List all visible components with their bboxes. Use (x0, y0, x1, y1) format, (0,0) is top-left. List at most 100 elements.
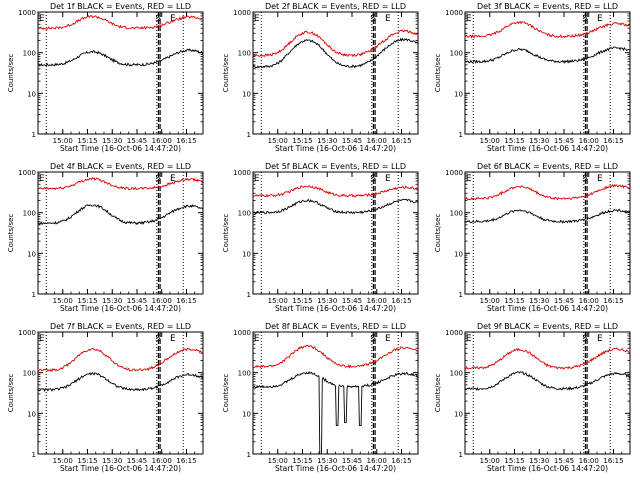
y-axis-label: Counts/sec (222, 374, 230, 413)
y-tick-label: 100 (238, 50, 251, 58)
flag-letter: S (370, 174, 376, 184)
y-tick-label: 1 (459, 131, 463, 139)
y-tick-label: 100 (23, 210, 36, 218)
x-tick-label: 16:00 (152, 297, 172, 305)
plot-frame (37, 331, 204, 455)
y-tick-label: 1 (32, 291, 36, 299)
y-tick-label: 10 (27, 410, 36, 418)
x-tick-label: 16:00 (152, 137, 172, 145)
flag-letter: S (582, 334, 588, 344)
panel-title: Det 5f BLACK = Events, RED = LLD (265, 162, 406, 171)
x-tick-label: 16:15 (176, 137, 196, 145)
x-tick-label: 16:15 (391, 137, 411, 145)
x-tick-label: 16:15 (603, 457, 623, 465)
x-axis-label: Start Time (16-Oct-06 14:47:20) (60, 464, 181, 473)
series-line-lld (252, 29, 419, 58)
x-tick-label: 16:00 (579, 457, 599, 465)
detector-panel-3: Det 3f BLACK = Events, RED = LLD 1 10 100 10… (434, 2, 631, 153)
series-line-lld (252, 184, 419, 198)
y-tick-label: 1 (247, 451, 251, 459)
x-tick-label: 15:15 (292, 137, 312, 145)
series-line-lld (464, 20, 631, 39)
y-tick-label: 1000 (233, 9, 251, 17)
x-axis-label: Start Time (16-Oct-06 14:47:20) (487, 144, 608, 153)
x-tick-label: 16:00 (579, 297, 599, 305)
x-tick-label: 16:15 (603, 297, 623, 305)
y-tick-label: 100 (450, 370, 463, 378)
series-line-lld (37, 177, 204, 191)
x-tick-label: 15:15 (292, 297, 312, 305)
x-tick-label: 15:45 (554, 137, 574, 145)
series-line-events (464, 208, 631, 224)
series-line-events (464, 46, 630, 65)
flag-letter: E (597, 334, 603, 344)
flag-letter: E (170, 334, 176, 344)
flag-letter: E (170, 174, 176, 184)
flag-letter: E (39, 174, 45, 184)
y-tick-label: 10 (27, 250, 36, 258)
y-tick-label: 1 (459, 451, 463, 459)
detector-panel-4: Det 4f BLACK = Events, RED = LLD 1 10 100 10… (7, 162, 204, 313)
flag-letter: E (466, 14, 472, 24)
x-tick-label: 15:00 (480, 457, 500, 465)
x-tick-label: 15:15 (77, 457, 97, 465)
x-tick-label: 15:30 (102, 297, 122, 305)
x-tick-label: 15:00 (268, 297, 288, 305)
x-tick-label: 16:15 (603, 137, 623, 145)
flag-letter: E (385, 334, 391, 344)
flag-letter: E (254, 14, 260, 24)
x-tick-label: 15:15 (77, 137, 97, 145)
x-axis-label: Start Time (16-Oct-06 14:47:20) (275, 464, 396, 473)
flag-letter: S (582, 14, 588, 24)
y-tick-label: 10 (454, 90, 463, 98)
panel-title: Det 1f BLACK = Events, RED = LLD (50, 2, 191, 11)
y-axis-label: Counts/sec (434, 374, 442, 413)
x-axis-label: Start Time (16-Oct-06 14:47:20) (60, 144, 181, 153)
y-tick-label: 100 (23, 370, 36, 378)
panel-title: Det 6f BLACK = Events, RED = LLD (477, 162, 618, 171)
plot-frame (37, 11, 204, 135)
y-tick-label: 100 (23, 50, 36, 58)
series-line-events (252, 198, 419, 215)
flag-letter: E (597, 14, 603, 24)
x-tick-label: 15:45 (342, 457, 362, 465)
x-axis-label: Start Time (16-Oct-06 14:47:20) (275, 144, 396, 153)
flag-letter: E (39, 14, 45, 24)
x-tick-label: 15:30 (529, 457, 549, 465)
x-tick-label: 16:15 (391, 297, 411, 305)
x-tick-label: 15:00 (53, 457, 73, 465)
panel-title: Det 9f BLACK = Events, RED = LLD (477, 322, 618, 331)
x-tick-label: 15:30 (317, 137, 337, 145)
series-line-events (464, 371, 631, 391)
detector-panel-5: Det 5f BLACK = Events, RED = LLD 1 10 100 10… (222, 162, 419, 313)
series-line-events (252, 370, 419, 455)
y-tick-label: 1000 (18, 9, 36, 17)
x-tick-label: 15:00 (268, 457, 288, 465)
x-tick-label: 15:45 (342, 297, 362, 305)
flag-letter: E (39, 334, 45, 344)
y-tick-label: 100 (450, 210, 463, 218)
x-tick-label: 15:00 (53, 137, 73, 145)
x-axis-label: Start Time (16-Oct-06 14:47:20) (487, 464, 608, 473)
x-tick-label: 15:45 (554, 297, 574, 305)
x-tick-label: 15:00 (480, 137, 500, 145)
detector-panel-8: Det 8f BLACK = Events, RED = LLD 1 10 100 10… (222, 322, 419, 473)
series-line-events (37, 204, 204, 226)
flag-letter: E (597, 174, 603, 184)
series-line-events (252, 37, 419, 69)
y-tick-label: 10 (242, 90, 251, 98)
y-tick-label: 1 (247, 291, 251, 299)
x-tick-label: 16:00 (367, 457, 387, 465)
y-axis-label: Counts/sec (434, 54, 442, 93)
y-tick-label: 1 (459, 291, 463, 299)
flag-letter: S (582, 174, 588, 184)
y-axis-label: Counts/sec (222, 214, 230, 253)
flag-letter: S (155, 174, 161, 184)
y-tick-label: 1000 (18, 169, 36, 177)
flag-letter: S (370, 334, 376, 344)
y-tick-label: 1000 (445, 329, 463, 337)
x-tick-label: 15:00 (53, 297, 73, 305)
plot-frame (252, 11, 419, 135)
y-tick-label: 1000 (233, 169, 251, 177)
x-tick-label: 15:45 (127, 137, 147, 145)
